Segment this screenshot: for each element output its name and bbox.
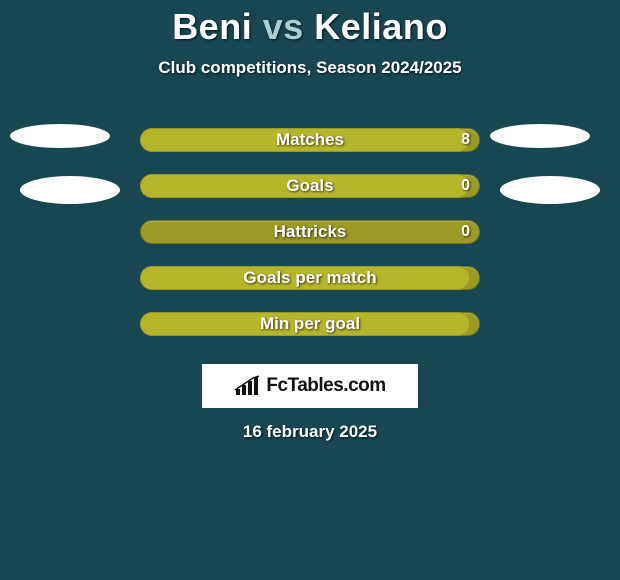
- stat-bar-fill: [140, 266, 470, 290]
- stat-bar: Matches8: [140, 128, 480, 152]
- title-player2: Keliano: [314, 6, 448, 47]
- stats-rows: Matches8 Goals0 Hattricks0 Goals per match M…: [0, 118, 620, 348]
- left-ellipse: [10, 124, 110, 148]
- stat-bar-fill: [140, 312, 470, 336]
- right-ellipse: [490, 124, 590, 148]
- stat-value: 0: [461, 174, 470, 198]
- logo-box: FcTables.com: [202, 364, 418, 408]
- title-player1: Beni: [172, 6, 252, 47]
- stat-row: Goals per match: [0, 256, 620, 302]
- right-ellipse: [500, 176, 600, 204]
- stat-bar: Goals per match: [140, 266, 480, 290]
- stat-bar: Goals0: [140, 174, 480, 198]
- date-label: 16 february 2025: [0, 422, 620, 442]
- stat-bar: Min per goal: [140, 312, 480, 336]
- stat-row: Hattricks0: [0, 210, 620, 256]
- logo-text: FcTables.com: [266, 375, 385, 397]
- title-vs: vs: [263, 6, 304, 47]
- bar-chart-icon: [234, 375, 260, 397]
- stat-bar-fill: [140, 174, 470, 198]
- stat-row: Min per goal: [0, 302, 620, 348]
- stat-value: 8: [461, 128, 470, 152]
- page-title: Beni vs Keliano: [0, 0, 620, 48]
- stat-bar-bg: [140, 220, 480, 244]
- subtitle: Club competitions, Season 2024/2025: [0, 58, 620, 78]
- left-ellipse: [20, 176, 120, 204]
- stat-bar-fill: [140, 128, 470, 152]
- stat-value: 0: [461, 220, 470, 244]
- stat-bar: Hattricks0: [140, 220, 480, 244]
